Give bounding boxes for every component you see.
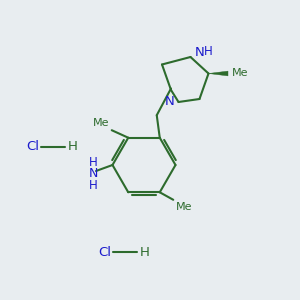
Text: N: N (195, 46, 205, 59)
Text: Me: Me (232, 68, 248, 79)
Text: H: H (204, 44, 213, 58)
Text: H: H (88, 179, 98, 192)
Text: Me: Me (176, 202, 192, 212)
Polygon shape (208, 71, 228, 76)
Text: N: N (88, 167, 98, 180)
Text: Me: Me (93, 118, 110, 128)
Text: H: H (88, 157, 98, 169)
Text: H: H (140, 245, 149, 259)
Text: Cl: Cl (98, 245, 111, 259)
Text: N: N (165, 95, 174, 108)
Text: H: H (68, 140, 77, 154)
Text: Cl: Cl (26, 140, 39, 154)
